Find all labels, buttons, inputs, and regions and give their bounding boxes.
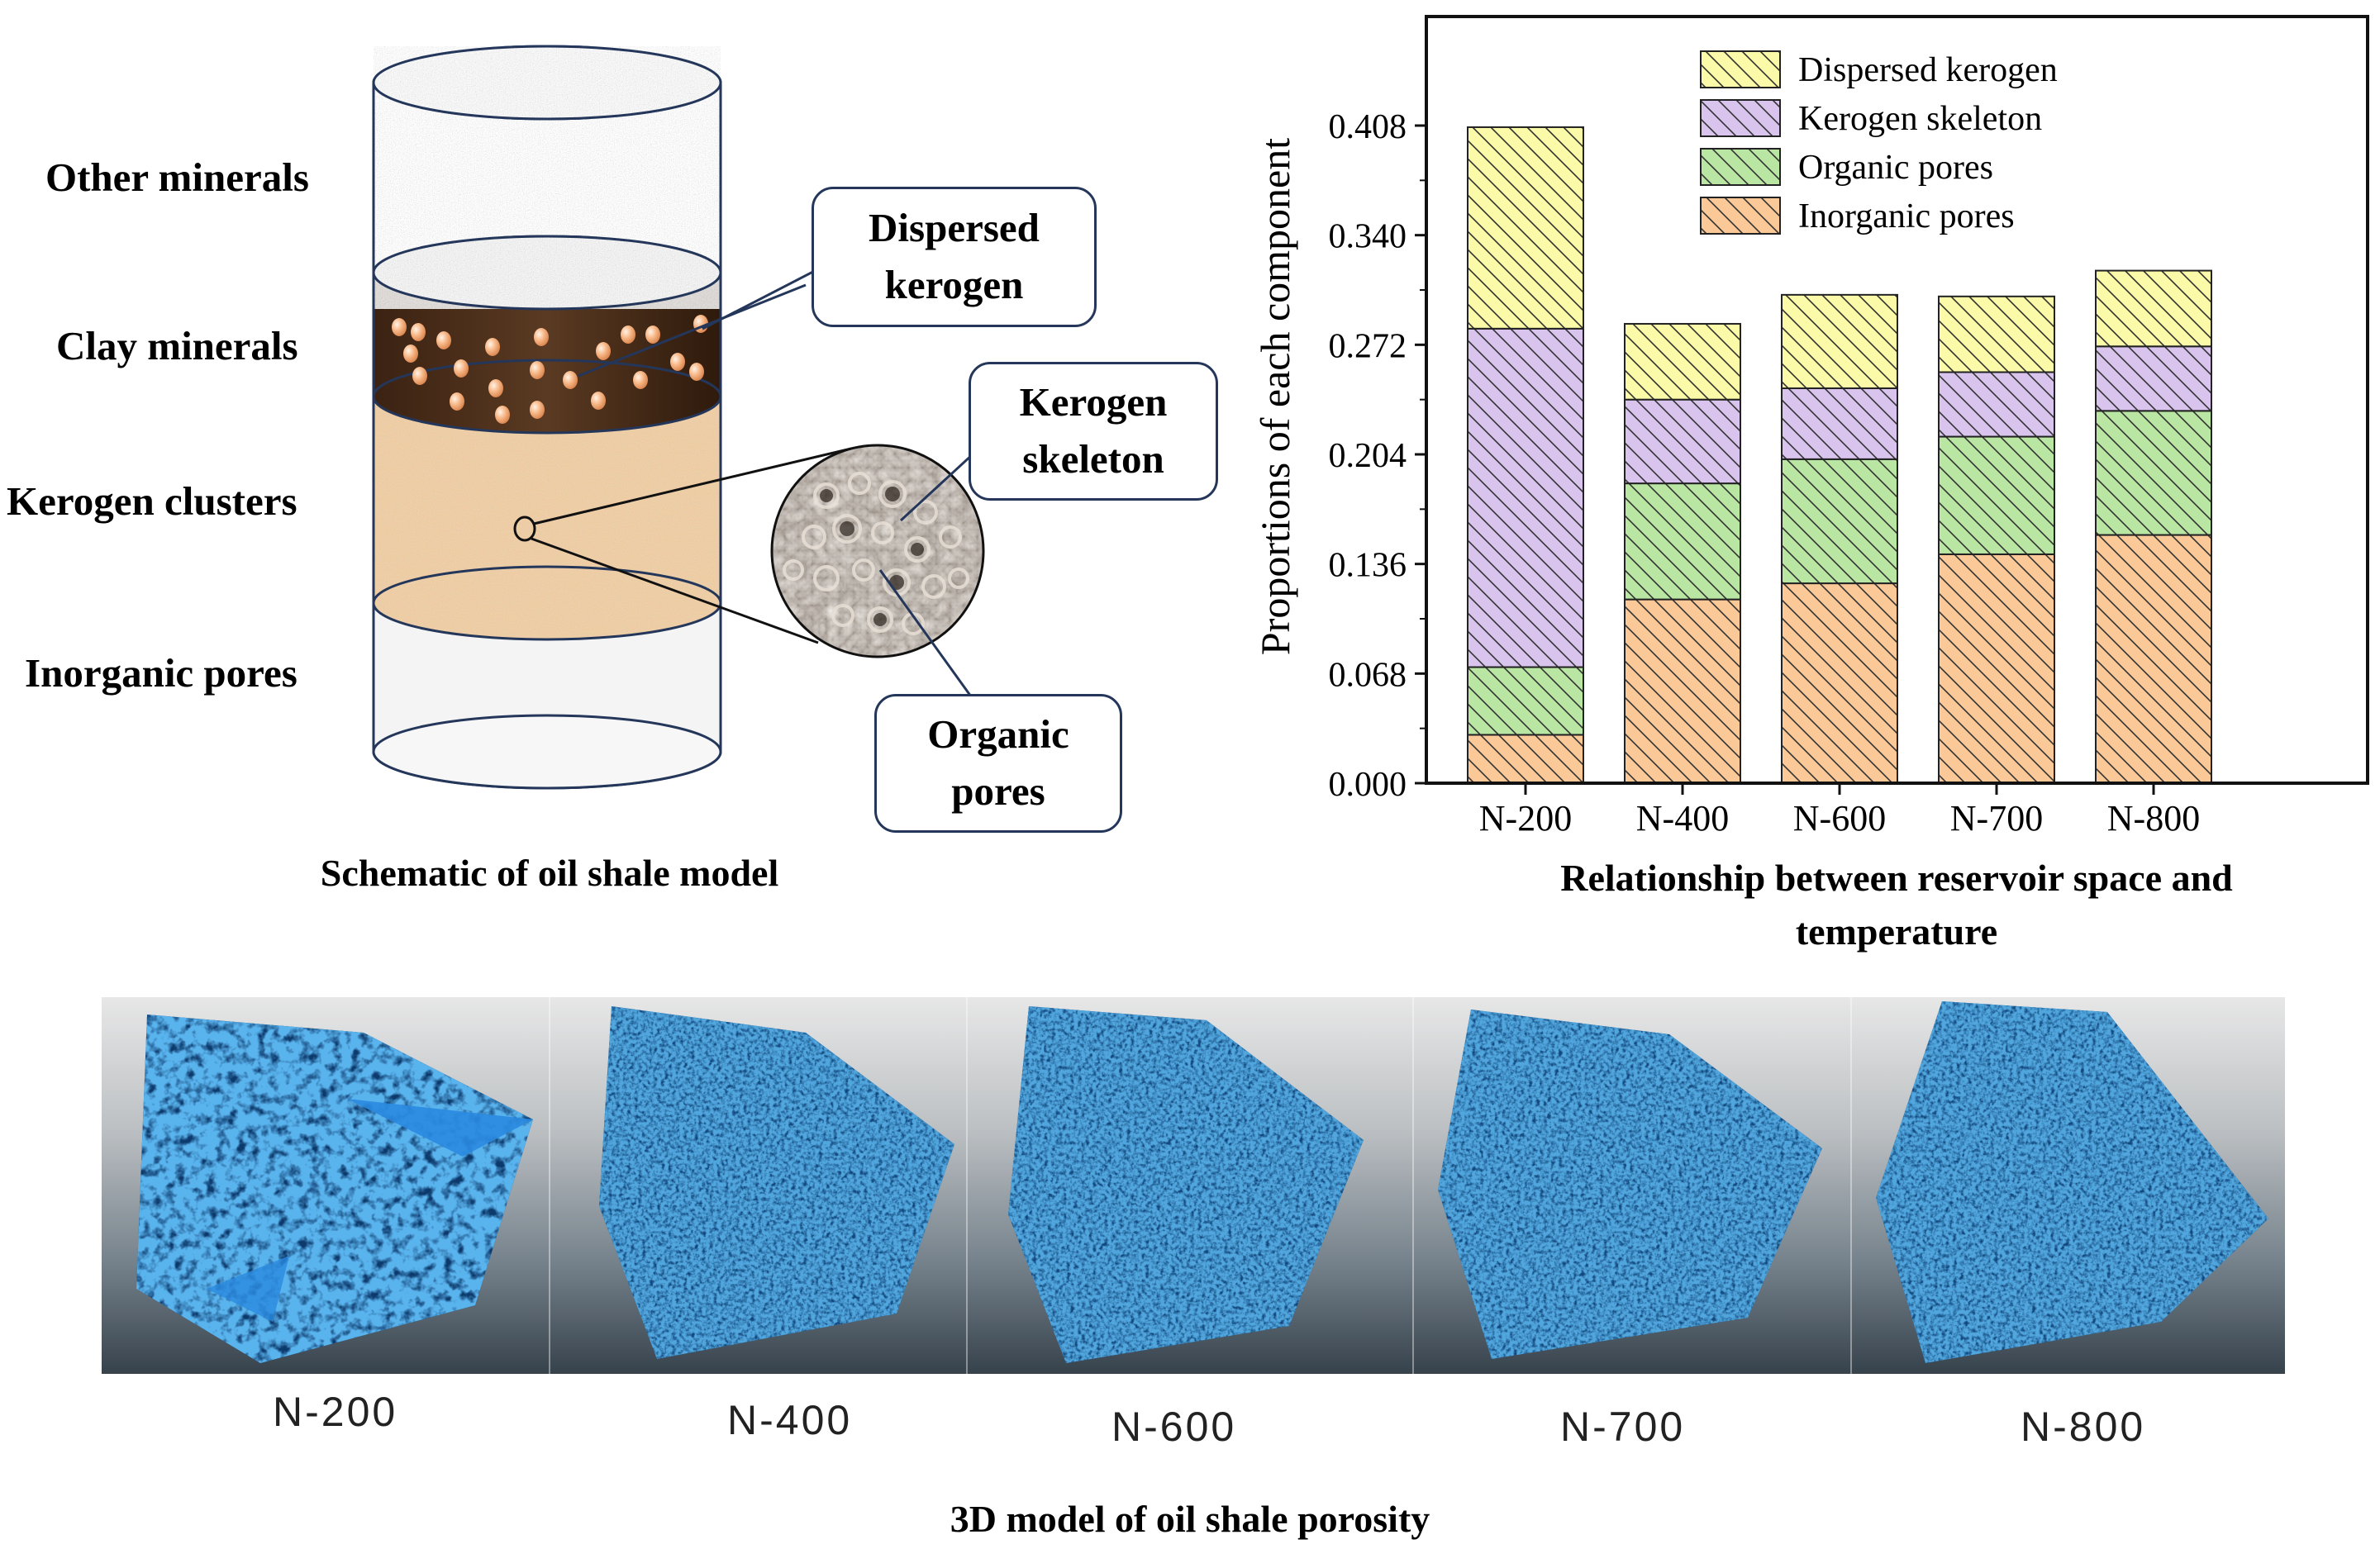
model-label-n200: N-200 bbox=[273, 1389, 398, 1435]
dispersed-kerogen-particles bbox=[392, 315, 708, 424]
chart-caption: Relationship between reservoir space and… bbox=[1479, 851, 2314, 959]
legend-label-organic-pores: Organic pores bbox=[1798, 149, 1993, 187]
bar-n-800-dispersed-kerogen-hatch bbox=[2095, 269, 2212, 348]
bar-n-400-kerogen-skeleton-hatch bbox=[1624, 398, 1741, 485]
legend-label-inorganic-pores: Inorganic pores bbox=[1798, 197, 2015, 235]
bar-n-600-organic-pores-hatch bbox=[1781, 458, 1898, 585]
y-tick-label: 0.408 bbox=[1329, 108, 1407, 146]
bar-n-200-inorganic-pores-hatch bbox=[1467, 734, 1584, 784]
bar-n-400-dispersed-kerogen-hatch bbox=[1624, 322, 1741, 401]
model-label-n600: N-600 bbox=[1111, 1404, 1237, 1450]
y-tick-label: 0.068 bbox=[1329, 656, 1407, 694]
bar-n-800-organic-pores-hatch bbox=[2095, 410, 2212, 536]
bar-n-700-dispersed-kerogen-hatch bbox=[1938, 295, 2055, 373]
label-other-minerals: Other minerals bbox=[45, 154, 309, 200]
bar-n-600-dispersed-kerogen-hatch bbox=[1781, 293, 1898, 390]
model-label-n800: N-800 bbox=[2021, 1404, 2146, 1450]
bar-n-400-inorganic-pores-hatch bbox=[1624, 598, 1741, 785]
magnified-kerogen-view bbox=[772, 445, 983, 657]
bar-n-600-inorganic-pores-hatch bbox=[1781, 582, 1898, 784]
bar-n-800-kerogen-skeleton-hatch bbox=[2095, 345, 2212, 412]
bar-n-700-organic-pores-hatch bbox=[1938, 435, 2055, 555]
label-clay-minerals: Clay minerals bbox=[56, 323, 298, 368]
legend-swatch-hatch-organic-pores bbox=[1700, 148, 1781, 186]
model-label-n700: N-700 bbox=[1560, 1404, 1686, 1450]
y-tick-label: 0.136 bbox=[1329, 547, 1407, 585]
bar-n-700-kerogen-skeleton-hatch bbox=[1938, 371, 2055, 438]
bar-n-200-kerogen-skeleton-hatch bbox=[1467, 327, 1584, 668]
bar-n-400-organic-pores-hatch bbox=[1624, 482, 1741, 601]
y-tick-label: 0.340 bbox=[1329, 218, 1407, 256]
legend-swatch-hatch-kerogen-skeleton bbox=[1700, 99, 1781, 137]
x-tick-label: N-200 bbox=[1479, 798, 1572, 839]
label-kerogen-clusters: Kerogen clusters bbox=[7, 478, 298, 524]
bar-n-700-inorganic-pores-hatch bbox=[1938, 553, 2055, 784]
models-caption: 3D model of oil shale porosity bbox=[950, 1498, 1430, 1540]
y-tick-label: 0.272 bbox=[1329, 327, 1407, 365]
y-tick-label: 0.000 bbox=[1329, 766, 1407, 804]
x-tick-label: N-700 bbox=[1950, 798, 2043, 839]
label-inorganic-pores: Inorganic pores bbox=[25, 650, 298, 696]
legend-label-kerogen-skeleton: Kerogen skeleton bbox=[1798, 100, 2042, 138]
x-tick-label: N-600 bbox=[1793, 798, 1886, 839]
x-tick-label: N-800 bbox=[2107, 798, 2200, 839]
callout-kerogen-skeleton: Kerogen skeleton bbox=[969, 362, 1218, 501]
schematic-caption: Schematic of oil shale model bbox=[320, 852, 779, 894]
callout-dispersed-kerogen: Dispersed kerogen bbox=[812, 187, 1097, 327]
porosity-models-strip bbox=[102, 997, 2285, 1374]
y-tick-label: 0.204 bbox=[1329, 437, 1407, 475]
y-axis-label: Proportions of each component bbox=[1252, 138, 1298, 655]
chart-legend: Dispersed kerogen Kerogen skeleton Organic… bbox=[1700, 50, 2058, 235]
model-label-n400: N-400 bbox=[727, 1397, 853, 1443]
x-tick-label: N-400 bbox=[1636, 798, 1729, 839]
oil-shale-cylinder bbox=[372, 45, 1006, 790]
stacked-bar-chart: 0.000 0.068 0.136 0.204 0.272 0.340 0.408 N-20… bbox=[1252, 15, 2369, 839]
legend-swatch-hatch-dispersed-kerogen bbox=[1700, 50, 1781, 88]
bar-n-200-dispersed-kerogen-hatch bbox=[1467, 126, 1584, 330]
bar-n-800-inorganic-pores-hatch bbox=[2095, 534, 2212, 784]
bar-n-200-organic-pores-hatch bbox=[1467, 666, 1584, 736]
bar-n-600-kerogen-skeleton-hatch bbox=[1781, 387, 1898, 460]
callout-organic-pores: Organic pores bbox=[874, 694, 1122, 833]
legend-swatch-hatch-inorganic-pores bbox=[1700, 197, 1781, 235]
legend-label-dispersed-kerogen: Dispersed kerogen bbox=[1798, 51, 2058, 89]
x-axis-label: Relationship between reservoir space and… bbox=[1560, 857, 2233, 953]
